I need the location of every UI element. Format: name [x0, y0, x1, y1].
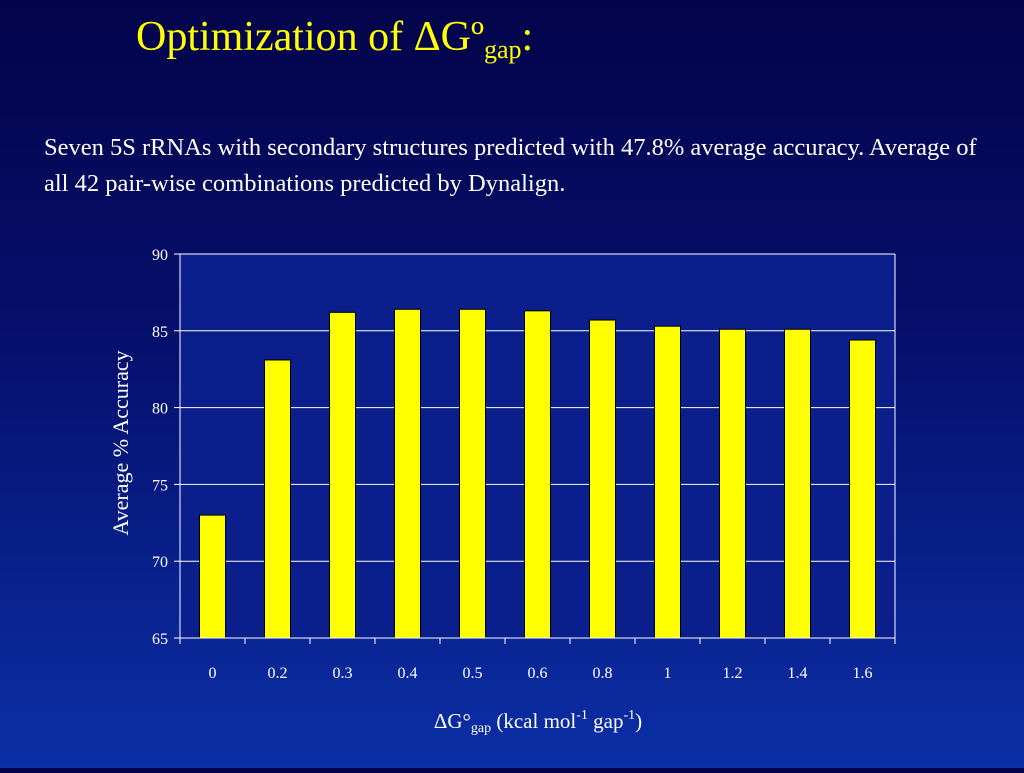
x-tick-label-0.8: 0.8	[593, 665, 613, 682]
bar-0	[199, 514, 226, 639]
x-label-sup1: -1	[576, 708, 588, 723]
x-label-text2: gap	[588, 709, 624, 733]
bar-0.3	[329, 311, 356, 639]
x-tick-label-1.4: 1.4	[788, 665, 808, 682]
bar-1.6	[849, 339, 876, 639]
x-tick-label-1: 1	[664, 665, 672, 682]
x-tick-label-0.4: 0.4	[398, 665, 418, 682]
y-tick-label-90: 90	[152, 247, 168, 264]
bar-1.2	[719, 328, 746, 639]
y-axis-label: Average % Accuracy	[108, 350, 133, 535]
x-tick-label-1.2: 1.2	[723, 665, 743, 682]
x-tick-label-1.6: 1.6	[853, 665, 873, 682]
y-tick-label-80: 80	[152, 401, 168, 418]
bars	[199, 308, 876, 639]
slide-title: Optimization of ΔGºgap:	[136, 16, 533, 63]
bar-0.4	[394, 308, 421, 639]
x-tick-label-0.2: 0.2	[268, 665, 288, 682]
x-axis-label: ΔG°gap (kcal mol-1 gap-1)	[434, 708, 642, 736]
x-tick-label-0.6: 0.6	[528, 665, 548, 682]
x-tick-label-0: 0	[209, 665, 217, 682]
y-tick-label-75: 75	[152, 477, 168, 494]
y-tick-labels: 65 70 75 80 85 90	[152, 247, 168, 648]
bar-1.4	[784, 328, 811, 639]
title-colon: :	[521, 14, 534, 60]
bar-1	[654, 325, 681, 639]
y-tick-label-85: 85	[152, 324, 168, 341]
x-label-text3: )	[635, 709, 642, 733]
x-label-subscript: gap	[471, 721, 491, 736]
title-main: Optimization of ΔGº	[136, 14, 484, 60]
slide-subtitle: Seven 5S rRNAs with secondary structures…	[44, 134, 977, 197]
axes	[174, 253, 896, 644]
bar-0.2	[264, 359, 291, 639]
x-label-sup2: -1	[624, 708, 636, 723]
y-tick-label-65: 65	[152, 631, 168, 648]
x-tick-label-0.5: 0.5	[463, 665, 483, 682]
bar-0.6	[524, 310, 551, 639]
x-label-delta: ΔG°	[434, 709, 471, 733]
bar-0.8	[589, 319, 616, 639]
y-tick-label-70: 70	[152, 554, 168, 571]
x-tick-labels: 0 0.2 0.3 0.4 0.5 0.6 0.8 1 1.2 1.4 1.6	[209, 665, 873, 682]
x-tick-label-0.3: 0.3	[333, 665, 353, 682]
title-subscript: gap	[483, 35, 522, 64]
bar-0.5	[459, 308, 486, 639]
x-label-text1: (kcal mol	[491, 709, 576, 733]
